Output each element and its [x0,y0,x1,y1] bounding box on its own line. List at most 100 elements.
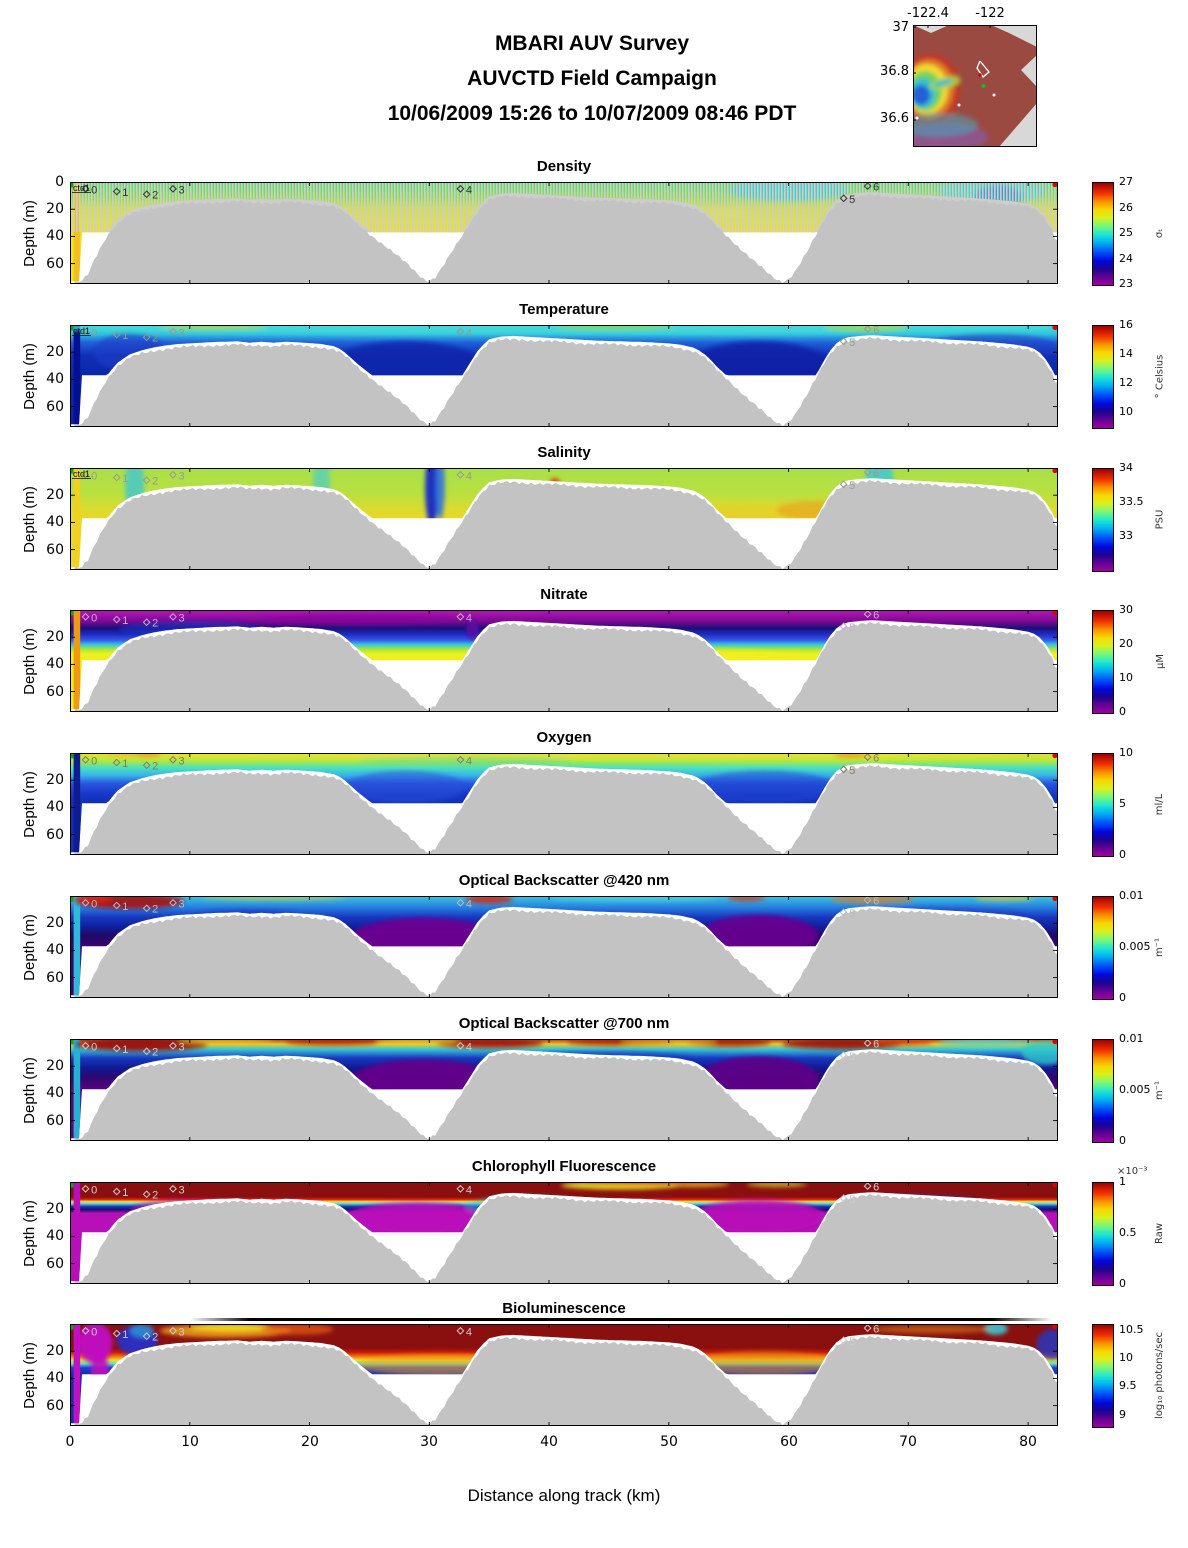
colorbar-tick: 1 [1119,1175,1126,1188]
x-axis-tick-50: 50 [660,1434,678,1450]
seafloor-silhouette [70,908,1058,998]
panel-obs700-ytick: 60 [46,1112,64,1129]
panel-bioluminescence-plot: 0 1 2 3 4 5 6 [70,1324,1058,1426]
map-mooring-dot [915,116,919,120]
waypoint-marker-2 [142,1332,151,1341]
waypoint-marker-2 [142,904,151,913]
waypoint-label-4: 4 [466,1184,472,1196]
waypoint-marker-3 [169,327,177,336]
colorbar-tick: 0 [1119,705,1126,718]
waypoint-label-3: 3 [178,1041,184,1053]
map-canyon-bathymetry [913,53,988,147]
waypoint-label-6: 6 [873,896,879,908]
waypoint-label-5: 5 [849,765,855,777]
panel-nitrate-unit: μM [1154,653,1166,669]
waypoint-marker-1 [112,1187,121,1196]
figure-title: MBARI AUV Survey AUVCTD Field Campaign 1… [192,26,992,131]
colorbar-tick: 10 [1119,405,1133,419]
map-land-mask-se [999,103,1037,147]
panel-obs420-unit: m⁻¹ [1154,937,1166,957]
waypoint-label-0: 0 [91,1041,97,1053]
panel-frame [70,896,1058,998]
waypoint-marker-5 [839,622,848,631]
waypoint-label-5: 5 [849,1336,855,1348]
colorbar-tick: 14 [1119,347,1133,361]
waypoint-label-3: 3 [178,1184,184,1196]
time-gradient-strip [189,1318,1052,1321]
panel-bioluminescence-title: Bioluminescence [502,1300,626,1317]
panel-frame [70,182,1058,284]
title-line-1: MBARI AUV Survey [494,32,690,55]
panel-oxygen-ytick: 20 [46,772,64,789]
waypoint-label-1: 1 [122,1329,128,1341]
panel-oxygen-unit: ml/L [1154,793,1166,815]
colorbar-tick: 5 [1119,797,1126,810]
waypoint-label-6: 6 [873,1324,879,1336]
waypoint-marker-0 [81,1041,90,1050]
track-start-marker [70,753,74,759]
seafloor-silhouette [70,480,1058,570]
colorbar-tick: 10.5 [1119,1322,1144,1336]
map-track-dot-green [981,84,986,88]
waypoint-marker-6 [863,753,872,761]
map-land-mask-n [913,25,949,33]
waypoint-label-4: 4 [466,470,472,482]
waypoint-label-6: 6 [873,1039,879,1051]
x-axis-tick-40: 40 [540,1434,558,1450]
panel-temperature-title: Temperature [519,301,609,318]
colorbar-tick: 33 [1119,529,1133,542]
waypoint-label-1: 1 [122,615,128,627]
colorbar-tick: 0.005 [1119,940,1151,953]
colorbar-tick: 0.01 [1119,889,1144,902]
waypoint-marker-4 [456,1326,465,1335]
waypoint-marker-3 [169,1041,177,1050]
waypoint-marker-0 [81,184,90,193]
waypoint-marker-6 [863,896,872,904]
panel-bioluminescence-unit: log₁₀ photons/sec [1154,1331,1166,1419]
track-start-marker [70,182,74,188]
waypoint-marker-4 [456,1041,465,1050]
waypoint-label-2: 2 [152,761,158,773]
waypoint-label-4: 4 [466,1326,472,1338]
panel-obs420-ytick: 60 [46,969,64,986]
colorbar-tick: 9.5 [1119,1379,1137,1393]
panel-frame [70,325,1058,427]
panel-salinity-ytick: 20 [46,487,64,504]
seafloor-silhouette [70,1194,1058,1284]
x-axis-tick-10: 10 [181,1434,199,1450]
waypoint-label-0: 0 [91,184,97,196]
waypoint-marker-6 [863,182,872,190]
panel-obs420-ytick: 20 [46,915,64,932]
track-start-marker [70,1182,74,1188]
waypoint-marker-3 [169,612,177,621]
colorbar-tick: 10 [1119,746,1133,759]
waypoint-marker-5 [839,908,848,917]
waypoint-marker-0 [81,1326,90,1335]
map-mooring-dot [992,93,996,97]
waypoint-label-5: 5 [849,1194,855,1206]
waypoint-label-2: 2 [152,618,158,630]
waypoint-marker-4 [456,755,465,764]
ctd1-label: ctd1 [73,183,90,193]
waypoint-label-0: 0 [91,898,97,910]
track-start-marker [70,1039,74,1045]
panel-obs700-ytick: 40 [46,1085,64,1102]
waypoint-label-3: 3 [178,470,184,482]
panel-bioluminescence-ytick: 60 [46,1397,64,1414]
map-land-mask-e [1021,55,1037,87]
waypoint-label-1: 1 [122,330,128,342]
waypoint-label-1: 1 [122,1187,128,1199]
colorbar-tick: 25 [1119,226,1133,239]
colorbar-tick: 0.5 [1119,1226,1137,1239]
track-start-marker [70,325,74,331]
waypoint-marker-3 [169,1184,177,1193]
panel-density-ytick: 20 [46,201,64,218]
panel-bioluminescence-ytick: 40 [46,1370,64,1387]
waypoint-label-0: 0 [91,470,97,482]
waypoint-marker-3 [169,755,177,764]
panel-salinity-colorbar [1092,468,1114,572]
panel-oxygen-ytick: 40 [46,799,64,816]
waypoint-marker-1 [112,901,121,910]
panel-density-ytick: 40 [46,228,64,245]
